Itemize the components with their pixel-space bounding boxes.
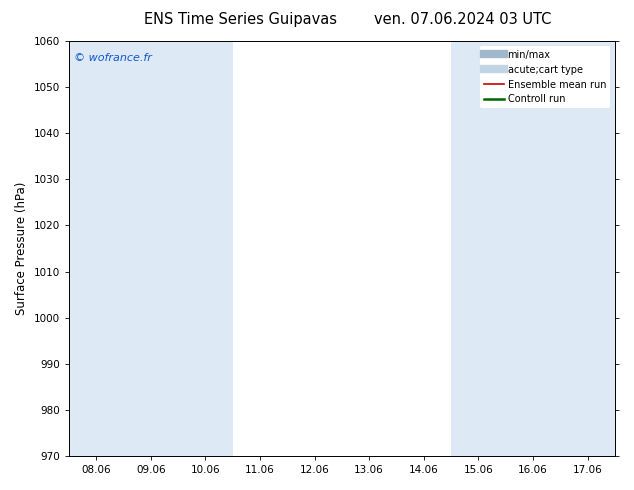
Text: © wofrance.fr: © wofrance.fr	[74, 53, 152, 64]
Bar	[560, 41, 634, 456]
Bar	[69, 41, 233, 456]
Bar	[451, 41, 560, 456]
Legend: min/max, acute;cart type, Ensemble mean run, Controll run: min/max, acute;cart type, Ensemble mean …	[481, 46, 610, 108]
Y-axis label: Surface Pressure (hPa): Surface Pressure (hPa)	[15, 182, 28, 315]
Text: ven. 07.06.2024 03 UTC: ven. 07.06.2024 03 UTC	[374, 12, 552, 27]
Text: ENS Time Series Guipavas: ENS Time Series Guipavas	[145, 12, 337, 27]
